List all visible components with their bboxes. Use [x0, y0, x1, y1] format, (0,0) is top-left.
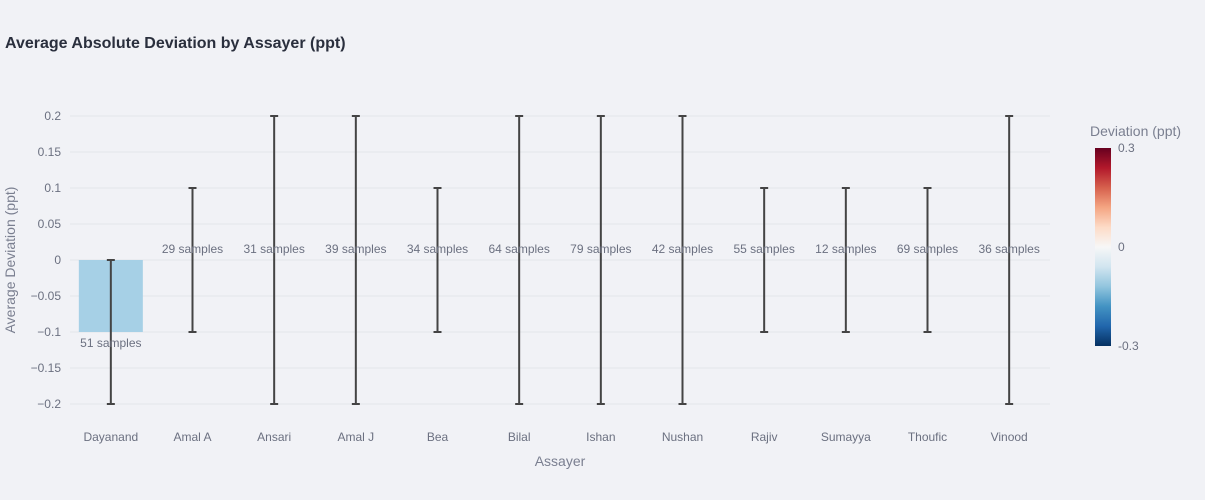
data-label: 51 samples: [80, 336, 141, 350]
x-tick-label: Ansari: [257, 430, 291, 444]
data-label: 69 samples: [897, 242, 958, 256]
x-tick-label: Bilal: [508, 430, 531, 444]
error-bar: [678, 115, 687, 405]
x-tick-label: Rajiv: [751, 430, 778, 444]
colorbar: Deviation (ppt) 0.3 0 -0.3: [1090, 123, 1181, 353]
error-bar: [596, 115, 605, 405]
x-axis: Dayanand Amal A Ansari Amal J Bea Bilal Ishan N…: [83, 430, 1027, 444]
colorbar-title: Deviation (ppt): [1090, 123, 1181, 139]
colorbar-tick-label: -0.3: [1118, 339, 1139, 353]
error-bar: [841, 187, 850, 333]
data-label: 36 samples: [978, 242, 1039, 256]
y-tick-label: 0.2: [44, 109, 61, 123]
x-tick-label: Ishan: [586, 430, 615, 444]
error-bar: [270, 115, 279, 405]
colorbar-tick-label: 0.3: [1118, 141, 1135, 155]
y-tick-label: 0: [54, 253, 61, 267]
data-label: 55 samples: [733, 242, 794, 256]
data-label: 42 samples: [652, 242, 713, 256]
error-bar: [433, 187, 442, 333]
y-tick-label: −0.1: [37, 325, 61, 339]
x-axis-title: Assayer: [535, 453, 586, 469]
colorbar-tick-label: 0: [1118, 240, 1125, 254]
error-bar: [106, 259, 115, 405]
data-label: 31 samples: [243, 242, 304, 256]
x-tick-label: Amal J: [337, 430, 374, 444]
bar-labels-layer: 51 samples 29 samples 31 samples 39 samples…: [80, 242, 1040, 350]
error-bar: [760, 187, 769, 333]
y-tick-label: 0.1: [44, 181, 61, 195]
chart-title: Average Absolute Deviation by Assayer (p…: [5, 35, 346, 52]
grid-layer: [70, 115, 1050, 405]
error-bar: [188, 187, 197, 333]
data-label: 12 samples: [815, 242, 876, 256]
y-tick-label: 0.05: [38, 217, 62, 231]
y-axis: 0.2 0.15 0.1 0.05 0 −0.05 −0.1 −0.15 −0.2: [31, 109, 62, 411]
error-bar: [351, 115, 360, 405]
y-tick-label: −0.15: [31, 361, 62, 375]
x-tick-label: Bea: [427, 430, 449, 444]
x-tick-label: Nushan: [662, 430, 703, 444]
x-tick-label: Vinood: [991, 430, 1028, 444]
error-bar: [515, 115, 524, 405]
y-axis-title: Average Deviation (ppt): [2, 187, 18, 334]
data-label: 79 samples: [570, 242, 631, 256]
error-bars-layer: [106, 115, 1014, 405]
x-tick-label: Amal A: [173, 430, 211, 444]
data-label: 39 samples: [325, 242, 386, 256]
data-label: 29 samples: [162, 242, 223, 256]
data-label: 64 samples: [488, 242, 549, 256]
y-tick-label: 0.15: [38, 145, 62, 159]
x-tick-label: Sumayya: [821, 430, 871, 444]
colorbar-gradient: [1095, 148, 1111, 346]
x-tick-label: Dayanand: [83, 430, 138, 444]
y-tick-label: −0.2: [37, 397, 61, 411]
y-tick-label: −0.05: [31, 289, 62, 303]
error-bar: [923, 187, 932, 333]
error-bar: [1005, 115, 1014, 405]
data-label: 34 samples: [407, 242, 468, 256]
x-tick-label: Thoufic: [908, 430, 947, 444]
